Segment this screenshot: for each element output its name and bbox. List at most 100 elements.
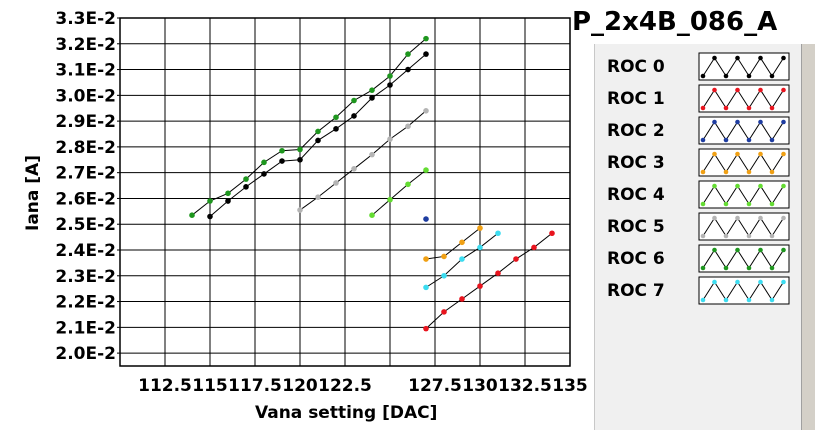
data-point (333, 180, 339, 186)
data-point (225, 198, 231, 204)
data-point (531, 244, 537, 251)
legend-marker (746, 201, 752, 207)
legend-marker (746, 105, 752, 111)
series-5 (297, 108, 429, 213)
data-point (261, 159, 267, 166)
data-point (423, 325, 429, 332)
series-line (299, 110, 427, 211)
legend-marker (758, 215, 763, 221)
legend-marker (712, 215, 717, 221)
series-line (371, 169, 427, 216)
legend-marker (712, 87, 717, 93)
legend: ROC 0 ROC 1 ROC 2 ROC 3 ROC 4 ROC 5 ROC 6 ROC 7 (594, 44, 802, 430)
y-axis-label: Iana [A] (23, 155, 43, 231)
legend-marker (746, 265, 752, 271)
legend-line (702, 185, 784, 205)
legend-marker (769, 265, 775, 271)
data-point (405, 123, 411, 130)
y-tick-label: 2.9E-2 (55, 112, 116, 132)
y-tick-label: 3.3E-2 (55, 9, 116, 29)
legend-line (702, 89, 784, 109)
legend-marker (700, 233, 706, 239)
x-tick-label: 115 (192, 376, 228, 396)
data-point (189, 212, 195, 218)
y-tick-label: 2.4E-2 (55, 241, 116, 261)
x-tick-label: 117.5 (228, 376, 282, 396)
legend-marker (712, 247, 717, 253)
legend-line (702, 217, 784, 237)
data-point (351, 97, 357, 104)
series-3 (423, 225, 483, 262)
legend-marker (723, 297, 729, 303)
legend-marker (781, 87, 786, 93)
legend-marker (700, 137, 706, 143)
data-point (423, 216, 429, 222)
legend-marker (769, 233, 775, 239)
x-tick-label: 127.5 (408, 376, 462, 396)
legend-marker (781, 183, 786, 189)
series-2 (423, 216, 429, 222)
data-point (351, 166, 357, 172)
legend-label: ROC 6 (607, 249, 665, 269)
chart-title: P_2x4B_086_A (572, 7, 777, 37)
data-point (315, 194, 321, 200)
legend-marker (700, 265, 706, 271)
data-point (387, 136, 393, 142)
x-tick-label: 132.5 (498, 376, 552, 396)
legend-marker (735, 183, 740, 189)
y-tick-label: 3.0E-2 (55, 86, 116, 106)
data-point (477, 244, 483, 251)
legend-label: ROC 7 (607, 281, 665, 301)
data-point (369, 95, 375, 101)
legend-line (702, 249, 784, 269)
series-4 (369, 167, 429, 218)
data-point (297, 156, 303, 163)
legend-marker (781, 151, 786, 157)
data-point (333, 126, 339, 132)
legend-entries: ROC 0 ROC 1 ROC 2 ROC 3 ROC 4 ROC 5 ROC 6 ROC 7 (607, 52, 790, 305)
y-axis-ticks: 2.0E-2 2.1E-2 2.2E-2 2.3E-2 2.4E-2 2.5E-2 2.6E… (55, 9, 120, 364)
data-point (423, 167, 429, 173)
y-tick-label: 3.2E-2 (55, 35, 116, 55)
data-point (261, 171, 267, 177)
series-1 (423, 230, 555, 332)
legend-marker (769, 169, 775, 175)
legend-marker (735, 87, 740, 93)
x-axis-label: Vana setting [DAC] (255, 403, 437, 423)
series-7 (423, 230, 501, 291)
legend-marker (781, 119, 786, 125)
y-tick-label: 2.7E-2 (55, 164, 116, 184)
data-point (207, 213, 213, 220)
legend-line (702, 121, 784, 141)
legend-marker (735, 247, 740, 253)
legend-marker (781, 55, 786, 61)
legend-scrollbar[interactable] (801, 44, 815, 430)
data-point (369, 87, 375, 93)
data-point (459, 239, 465, 246)
data-point (243, 184, 249, 190)
legend-marker (700, 73, 706, 79)
data-point (459, 296, 465, 302)
legend-marker (723, 169, 729, 175)
series-0 (207, 51, 429, 220)
data-point (351, 113, 357, 119)
y-tick-label: 2.5E-2 (55, 215, 116, 235)
legend-marker (712, 183, 717, 189)
data-point (423, 284, 429, 291)
x-axis-ticks: 112.5 115 117.5 120 122.5 127.5 130 132.5 135 (138, 376, 588, 396)
y-tick-label: 2.6E-2 (55, 189, 116, 209)
grid (120, 18, 570, 366)
legend-marker (700, 105, 706, 111)
series-line (425, 232, 553, 329)
legend-marker (723, 105, 729, 111)
legend-marker (781, 247, 786, 253)
data-point (297, 146, 303, 153)
legend-marker (723, 265, 729, 271)
data-point (513, 256, 519, 262)
legend-marker (769, 73, 775, 79)
data-point (315, 128, 321, 135)
series-6 (189, 35, 429, 218)
series-layer (189, 35, 555, 332)
data-point (423, 35, 429, 42)
